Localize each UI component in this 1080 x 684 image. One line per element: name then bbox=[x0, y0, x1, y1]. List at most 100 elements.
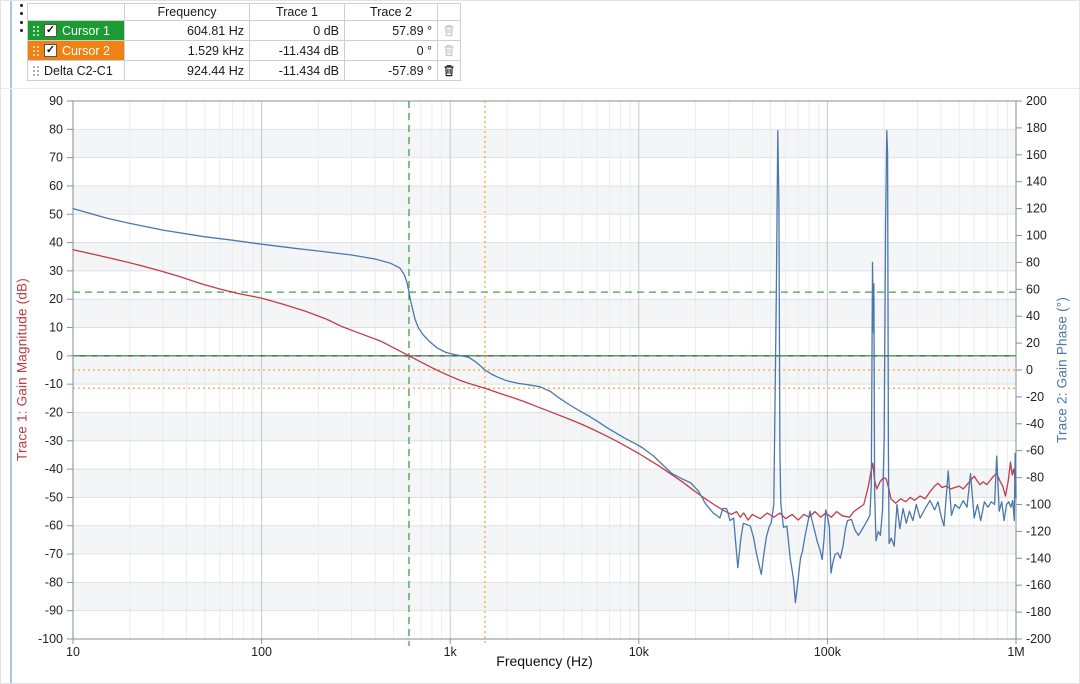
col-header-trace2: Trace 2 bbox=[344, 3, 438, 21]
y-left-tick-label: -40 bbox=[45, 462, 63, 476]
plot-band bbox=[73, 129, 1016, 158]
plot-band bbox=[73, 412, 1016, 441]
trash-icon bbox=[444, 25, 454, 37]
plot-band bbox=[73, 525, 1016, 555]
cursor2-trace2-value: 0 ° bbox=[344, 40, 438, 61]
y-left-tick-label: -100 bbox=[38, 632, 63, 646]
plot-band bbox=[73, 582, 1016, 611]
x-tick-label: 100k bbox=[814, 645, 842, 659]
col-header-trace1: Trace 1 bbox=[249, 3, 345, 21]
trash-icon bbox=[444, 65, 454, 77]
trace2-line bbox=[72, 129, 1017, 604]
cursor1-visibility-checkbox[interactable]: ✓ bbox=[44, 24, 57, 37]
y-right-tick-label: -80 bbox=[1026, 471, 1044, 485]
y-left-tick-label: -50 bbox=[45, 490, 63, 504]
plot-band bbox=[73, 469, 1016, 498]
y-right-tick-label: 120 bbox=[1026, 202, 1047, 216]
cursor1-trace2-value: 57.89 ° bbox=[344, 20, 438, 41]
cursor-table: Frequency Trace 1 Trace 2 ✓ Cursor 1 604… bbox=[27, 3, 461, 81]
cursor2-frequency-value: 1.529 kHz bbox=[124, 40, 250, 61]
panel-splitter[interactable] bbox=[10, 1, 12, 683]
y-axis-left-title: Trace 1: Gain Magnitude (dB) bbox=[14, 278, 30, 462]
cursor1-trace1-value: 0 dB bbox=[249, 20, 345, 41]
cursor2-delete-button[interactable] bbox=[443, 41, 455, 60]
y-left-tick-label: -80 bbox=[45, 575, 63, 589]
plot-band bbox=[73, 214, 1016, 243]
y-right-tick-label: 140 bbox=[1026, 175, 1047, 189]
cursor1-frequency-value: 604.81 Hz bbox=[124, 20, 250, 41]
y-right-tick-label: 160 bbox=[1026, 148, 1047, 162]
cursor-table-drag-handle[interactable] bbox=[17, 4, 25, 32]
delta-delete-button[interactable] bbox=[443, 61, 455, 80]
y-right-tick-label: -120 bbox=[1026, 524, 1051, 538]
plot-band bbox=[73, 242, 1016, 271]
row-drag-grip-icon[interactable] bbox=[33, 25, 39, 36]
y-left-tick-label: -10 bbox=[45, 377, 63, 391]
trash-icon bbox=[444, 45, 454, 57]
delta-row: Delta C2-C1 924.44 Hz -11.434 dB -57.89 … bbox=[27, 60, 461, 81]
y-right-tick-label: -60 bbox=[1026, 444, 1044, 458]
y-axis-right-title: Trace 2: Gain Phase (°) bbox=[1054, 296, 1070, 444]
plot-band bbox=[73, 101, 1016, 130]
y-left-tick-label: 0 bbox=[56, 349, 63, 363]
y-right-tick-label: 60 bbox=[1026, 282, 1040, 296]
y-left-tick-label: 70 bbox=[49, 151, 63, 165]
cursor1-row: ✓ Cursor 1 604.81 Hz 0 dB 57.89 ° bbox=[27, 20, 461, 41]
y-right-tick-label: -20 bbox=[1026, 390, 1044, 404]
plot-band bbox=[73, 610, 1016, 639]
y-right-tick-label: 180 bbox=[1026, 121, 1047, 135]
y-left-tick-label: 30 bbox=[49, 264, 63, 278]
y-left-tick-label: 80 bbox=[49, 122, 63, 136]
y-left-tick-label: -70 bbox=[45, 547, 63, 561]
y-right-tick-label: 40 bbox=[1026, 309, 1040, 323]
y-right-tick-label: 20 bbox=[1026, 336, 1040, 350]
x-tick-label: 1k bbox=[444, 645, 458, 659]
x-axis-title: Frequency (Hz) bbox=[496, 653, 593, 669]
cursor2-row: ✓ Cursor 2 1.529 kHz -11.434 dB 0 ° bbox=[27, 40, 461, 61]
plot-band bbox=[73, 497, 1016, 526]
y-left-tick-label: -20 bbox=[45, 405, 63, 419]
plot-band bbox=[73, 185, 1016, 215]
y-left-tick-label: -60 bbox=[45, 519, 63, 533]
trace1-line bbox=[72, 249, 1017, 521]
y-right-tick-label: -160 bbox=[1026, 578, 1051, 592]
cursor1-delete-button[interactable] bbox=[443, 21, 455, 40]
plot-band bbox=[73, 327, 1016, 356]
cursor2-visibility-checkbox[interactable]: ✓ bbox=[44, 44, 57, 57]
y-right-tick-label: 200 bbox=[1026, 94, 1047, 108]
y-left-tick-label: 10 bbox=[49, 321, 63, 335]
plot-band bbox=[73, 440, 1016, 470]
y-left-tick-label: 90 bbox=[49, 94, 63, 108]
row-drag-grip-icon[interactable] bbox=[33, 45, 39, 56]
x-tick-label: 10 bbox=[66, 645, 80, 659]
y-left-tick-label: 20 bbox=[49, 292, 63, 306]
x-tick-label: 10k bbox=[629, 645, 650, 659]
delta-trace2-value: -57.89 ° bbox=[344, 60, 438, 81]
panel-separator bbox=[1, 88, 1079, 89]
delta-frequency-value: 924.44 Hz bbox=[124, 60, 250, 81]
y-right-tick-label: 100 bbox=[1026, 229, 1047, 243]
plot-band bbox=[73, 299, 1016, 328]
plot-band bbox=[73, 270, 1016, 300]
col-header-frequency: Frequency bbox=[124, 3, 250, 21]
col-header-label bbox=[27, 3, 125, 21]
plot-band bbox=[73, 554, 1016, 583]
cursor1-label: Cursor 1 bbox=[62, 23, 110, 38]
y-left-tick-label: -30 bbox=[45, 434, 63, 448]
cursor2-trace1-value: -11.434 dB bbox=[249, 40, 345, 61]
y-right-tick-label: -180 bbox=[1026, 605, 1051, 619]
x-tick-label: 1M bbox=[1007, 645, 1024, 659]
delta-trace1-value: -11.434 dB bbox=[249, 60, 345, 81]
delta-label: Delta C2-C1 bbox=[44, 63, 113, 78]
y-left-tick-label: 60 bbox=[49, 179, 63, 193]
y-right-tick-label: 80 bbox=[1026, 255, 1040, 269]
y-right-tick-label: -40 bbox=[1026, 417, 1044, 431]
row-drag-grip-icon[interactable] bbox=[33, 65, 39, 76]
y-right-tick-label: -100 bbox=[1026, 498, 1051, 512]
y-left-tick-label: 40 bbox=[49, 236, 63, 250]
plot-area[interactable] bbox=[73, 101, 1016, 639]
y-right-tick-label: -200 bbox=[1026, 632, 1051, 646]
